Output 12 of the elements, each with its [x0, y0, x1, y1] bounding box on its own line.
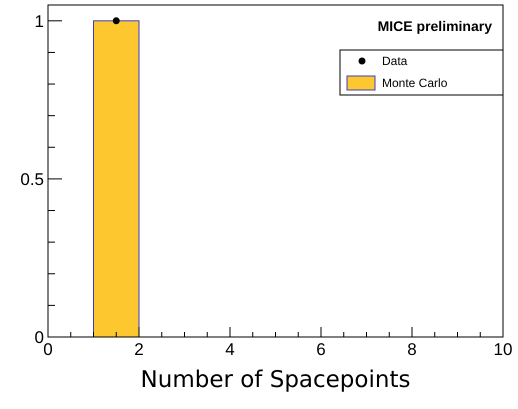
x-tick-label: 8 [407, 340, 417, 359]
legend-label: Data [382, 54, 408, 68]
annotation: MICE preliminary [378, 18, 492, 34]
y-tick-label: 1 [34, 12, 44, 31]
x-tick-label: 10 [494, 340, 512, 359]
legend-label: Monte Carlo [382, 76, 448, 90]
x-axis-title: Number of Spacepoints [140, 367, 410, 393]
y-tick-label: 0 [34, 328, 44, 347]
x-tick-label: 2 [134, 340, 144, 359]
y-tick-label: 0.5 [20, 170, 44, 189]
x-tick-label: 4 [225, 340, 235, 359]
x-tick-label: 6 [316, 340, 326, 359]
